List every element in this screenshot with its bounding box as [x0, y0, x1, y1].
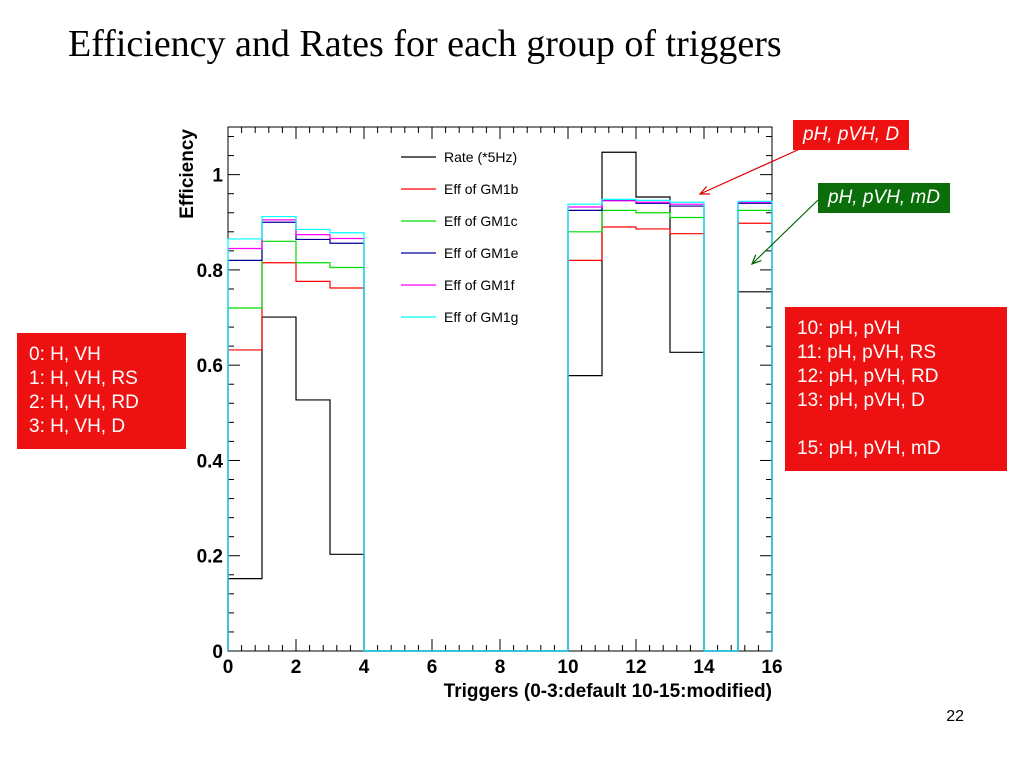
legend-label: Eff of GM1g: [444, 309, 518, 325]
x-tick-label: 6: [427, 657, 438, 678]
annotation-tag-md: pH, pVH, mD: [818, 183, 950, 213]
arrow-to-bin-13-shaft: [699, 147, 803, 195]
y-tick-label: 0.6: [197, 356, 223, 377]
y-tick-label: 0.4: [197, 451, 224, 472]
annotation-line: 2: H, VH, RD: [29, 392, 139, 413]
annotation-line: 12: pH, pVH, RD: [797, 366, 939, 387]
x-tick-label: 16: [761, 657, 782, 678]
slide-title: Efficiency and Rates for each group of t…: [68, 23, 782, 65]
annotation-line: 11: pH, pVH, RS: [797, 342, 937, 363]
y-tick-label: 1: [212, 166, 223, 187]
arrow-to-bin-15-shaft: [751, 199, 819, 265]
series-line-3: [227, 199, 773, 652]
annotation-line: 13: pH, pVH, D: [797, 390, 925, 411]
x-tick-label: 10: [557, 657, 578, 678]
annotation-line: 10: pH, pVH: [797, 318, 901, 339]
y-tick-label: 0.2: [197, 547, 223, 568]
annotation-tag-d: pH, pVH, D: [793, 120, 910, 150]
annotation-line: 15: pH, pVH, mD: [797, 438, 941, 459]
arrow-to-bin-15-head: [750, 254, 762, 266]
x-tick-label: 4: [359, 657, 370, 678]
series-line-5: [227, 198, 773, 652]
x-tick-label: 8: [495, 657, 506, 678]
annotation-line: 3: H, VH, D: [29, 416, 126, 437]
y-axis-label: Efficiency: [177, 129, 198, 219]
y-tick-label: 0: [212, 642, 223, 663]
legend-label: Rate (*5Hz): [444, 149, 517, 165]
legend-label: Eff of GM1c: [444, 213, 518, 229]
legend-label: Eff of GM1e: [444, 245, 519, 261]
series-line-4: [227, 200, 773, 652]
page-number: 22: [946, 708, 964, 725]
legend-label: Eff of GM1f: [444, 277, 515, 293]
x-tick-label: 14: [693, 657, 715, 678]
x-tick-label: 0: [223, 657, 234, 678]
arrow-to-bin-15: [750, 199, 819, 266]
legend-label: Eff of GM1b: [444, 181, 519, 197]
annotation-line: [797, 413, 995, 437]
arrow-to-bin-13-head: [698, 186, 711, 195]
annotation-line: 1: H, VH, RS: [29, 368, 138, 389]
x-axis-label: Triggers (0-3:default 10-15:modified): [444, 681, 772, 702]
legend-box-default-triggers: 0: H, VH 1: H, VH, RS 2: H, VH, RD 3: H, VH…: [17, 333, 186, 449]
x-tick-label: 2: [291, 657, 302, 678]
arrow-to-bin-13: [698, 147, 803, 195]
legend-box-modified-triggers: 10: pH, pVH 11: pH, pVH, RS 12: pH, pVH, R…: [785, 307, 1007, 471]
y-tick-label: 0.8: [197, 261, 223, 282]
x-tick-label: 12: [625, 657, 646, 678]
annotation-line: 0: H, VH: [29, 344, 101, 365]
